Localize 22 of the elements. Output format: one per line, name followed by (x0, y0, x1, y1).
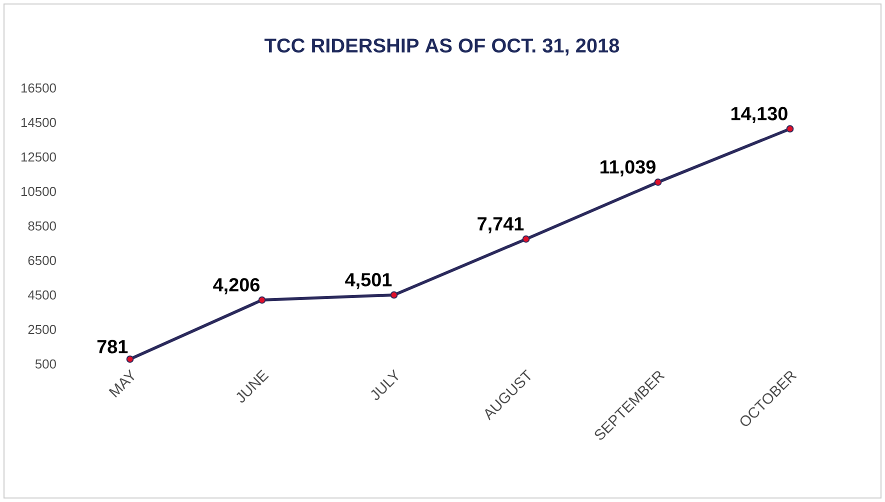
y-tick-label: 500 (35, 359, 56, 369)
data-label: 11,039 (600, 160, 656, 176)
chart-title: TCC RIDERSHIP AS OF OCT. 31, 2018 (264, 38, 620, 56)
point (126, 355, 134, 363)
data-label: 781 (97, 340, 128, 354)
y-tick-label: 10500 (21, 186, 56, 196)
y-tick-label: 16500 (21, 83, 56, 93)
point (522, 235, 530, 243)
y-tick-label: 6500 (28, 256, 56, 266)
y-tick-label: 14500 (21, 118, 56, 128)
data-label: 14,130 (731, 106, 788, 124)
y-tick-label: 4500 (28, 290, 56, 300)
point (258, 296, 266, 304)
data-label: 4,501 (345, 273, 392, 290)
data-label: 4,206 (213, 278, 260, 294)
y-tick-label: 8500 (28, 221, 56, 231)
point (654, 178, 662, 186)
data-label: 7,741 (478, 217, 524, 234)
point (390, 291, 398, 299)
y-tick-label: 2500 (28, 324, 56, 334)
y-tick-label: 12500 (21, 152, 56, 162)
point (786, 125, 794, 133)
